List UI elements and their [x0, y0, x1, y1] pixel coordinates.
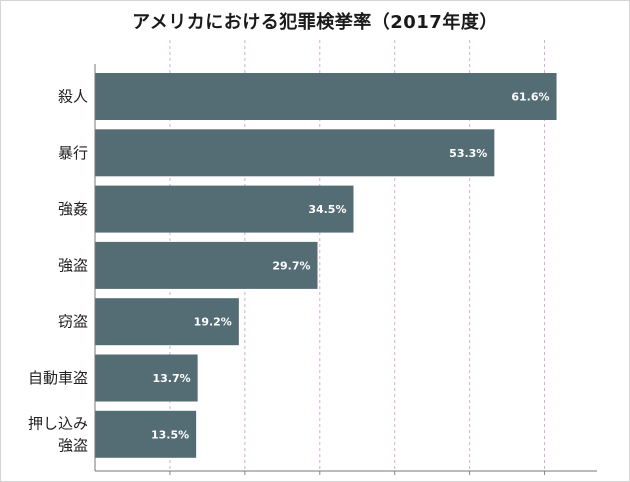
- category-label: 押し込み強盗: [28, 414, 88, 454]
- bar-layer: [95, 73, 557, 458]
- category-label: 窃盗: [58, 313, 88, 331]
- category-label: 強姦: [58, 200, 88, 218]
- category-label-line: 強姦: [58, 200, 88, 218]
- chart-title: アメリカにおける犯罪検挙率（2017年度）: [132, 12, 498, 33]
- category-label-line: 押し込み: [28, 414, 88, 432]
- category-label-line: 暴行: [58, 144, 88, 162]
- category-label-line: 自動車盗: [28, 369, 88, 387]
- data-label: 29.7%: [272, 259, 310, 272]
- data-label: 61.6%: [511, 91, 549, 104]
- data-label: 34.5%: [308, 203, 346, 216]
- bar: [95, 410, 197, 458]
- bar: [95, 298, 239, 346]
- label-layer: 61.6% 殺人 53.3% 暴行 34.5% 強姦 29.7% 強盗 19.2% 窃盗 13.7%…: [28, 88, 550, 455]
- category-label-line: 殺人: [58, 88, 88, 106]
- bar: [95, 185, 354, 233]
- category-label-line: 強盗: [58, 436, 88, 454]
- category-label: 自動車盗: [28, 369, 88, 387]
- axis-layer: [94, 64, 597, 475]
- bar: [95, 73, 557, 120]
- bar: [95, 354, 198, 402]
- category-label-line: 強盗: [58, 256, 88, 274]
- data-label: 13.7%: [152, 372, 190, 385]
- bar: [95, 129, 495, 177]
- category-label: 強盗: [58, 256, 88, 274]
- category-label: 暴行: [58, 144, 88, 162]
- data-label: 53.3%: [449, 147, 487, 160]
- data-label: 19.2%: [194, 316, 232, 329]
- bar: [95, 241, 318, 289]
- category-label: 殺人: [58, 88, 88, 106]
- category-label-line: 窃盗: [58, 313, 88, 331]
- data-label: 13.5%: [151, 428, 189, 441]
